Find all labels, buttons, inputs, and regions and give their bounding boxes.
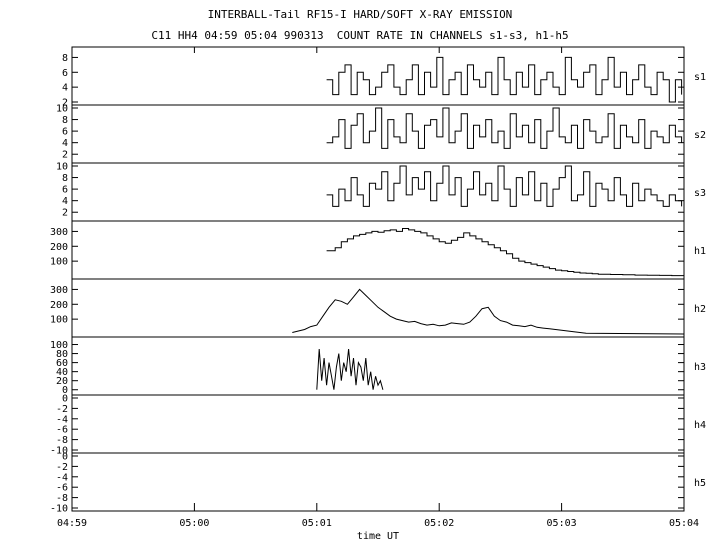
y-tick-label-h3: 40: [56, 367, 68, 378]
y-tick-label-h4: -2: [56, 404, 68, 415]
y-tick-label-h3: 100: [50, 340, 68, 351]
x-tick-label: 05:01: [302, 518, 332, 529]
y-tick-label-s2: 4: [62, 138, 68, 149]
y-tick-label-h5: -8: [56, 493, 68, 504]
y-tick-label-s3: 6: [62, 185, 68, 196]
panel-label-h4: h4: [694, 420, 706, 431]
y-tick-label-h3: 80: [56, 349, 68, 360]
series-line-h3: [316, 348, 384, 390]
x-axis-label: time UT: [357, 531, 399, 542]
y-tick-label-h1: 300: [50, 227, 68, 238]
panel-label-s2: s2: [694, 130, 706, 141]
y-tick-label-h4: -4: [56, 414, 68, 425]
panel-label-h3: h3: [694, 362, 706, 373]
y-tick-label-s2: 8: [62, 115, 68, 126]
y-tick-label-s3: 8: [62, 173, 68, 184]
panel-label-h2: h2: [694, 304, 706, 315]
y-tick-label-h5: -10: [50, 504, 68, 515]
y-tick-label-h5: -6: [56, 483, 68, 494]
y-tick-label-s1: 6: [62, 68, 68, 79]
y-tick-label-h1: 200: [50, 242, 68, 253]
y-tick-label-s2: 10: [56, 104, 68, 115]
series-line-h2: [292, 288, 685, 335]
chart-title: INTERBALL-Tail RF15-I HARD/SOFT X-RAY EM…: [207, 8, 513, 21]
x-tick-label: 05:03: [547, 518, 577, 529]
y-tick-label-h2: 100: [50, 315, 68, 326]
series-line-s2: [326, 107, 683, 149]
panel-label-h1: h1: [694, 246, 706, 257]
series-line-s1: [326, 56, 683, 103]
y-tick-label-s1: 2: [62, 98, 68, 109]
y-tick-label-s2: 2: [62, 150, 68, 161]
y-tick-label-h5: 0: [62, 452, 68, 463]
y-tick-label-s2: 6: [62, 127, 68, 138]
series-line-h1: [326, 228, 684, 277]
x-tick-label: 04:59: [57, 518, 87, 529]
y-tick-label-h5: -2: [56, 462, 68, 473]
panel-label-s3: s3: [694, 188, 706, 199]
x-tick-label: 05:04: [669, 518, 699, 529]
panel-label-s1: s1: [694, 72, 706, 83]
y-tick-label-h4: 0: [62, 394, 68, 405]
x-tick-label: 05:00: [179, 518, 209, 529]
y-tick-label-h4: -10: [50, 446, 68, 457]
y-tick-label-h2: 300: [50, 285, 68, 296]
y-tick-label-h3: 60: [56, 358, 68, 369]
y-tick-label-h1: 100: [50, 257, 68, 268]
panel-label-h5: h5: [694, 478, 706, 489]
y-tick-label-h4: -6: [56, 425, 68, 436]
y-tick-label-h3: 20: [56, 376, 68, 387]
y-tick-label-h5: -4: [56, 472, 68, 483]
x-tick-label: 05:02: [424, 518, 454, 529]
y-tick-label-s1: 8: [62, 53, 68, 64]
y-tick-label-s3: 10: [56, 162, 68, 173]
y-tick-label-s1: 4: [62, 83, 68, 94]
chart-subtitle: C11 HH4 04:59 05:04 990313 COUNT RATE IN…: [151, 29, 569, 42]
y-tick-label-h3: 0: [62, 385, 68, 396]
y-tick-label-s3: 4: [62, 196, 68, 207]
y-tick-label-h2: 200: [50, 300, 68, 311]
y-tick-label-s3: 2: [62, 208, 68, 219]
y-tick-label-h4: -8: [56, 435, 68, 446]
series-line-s3: [326, 165, 683, 207]
